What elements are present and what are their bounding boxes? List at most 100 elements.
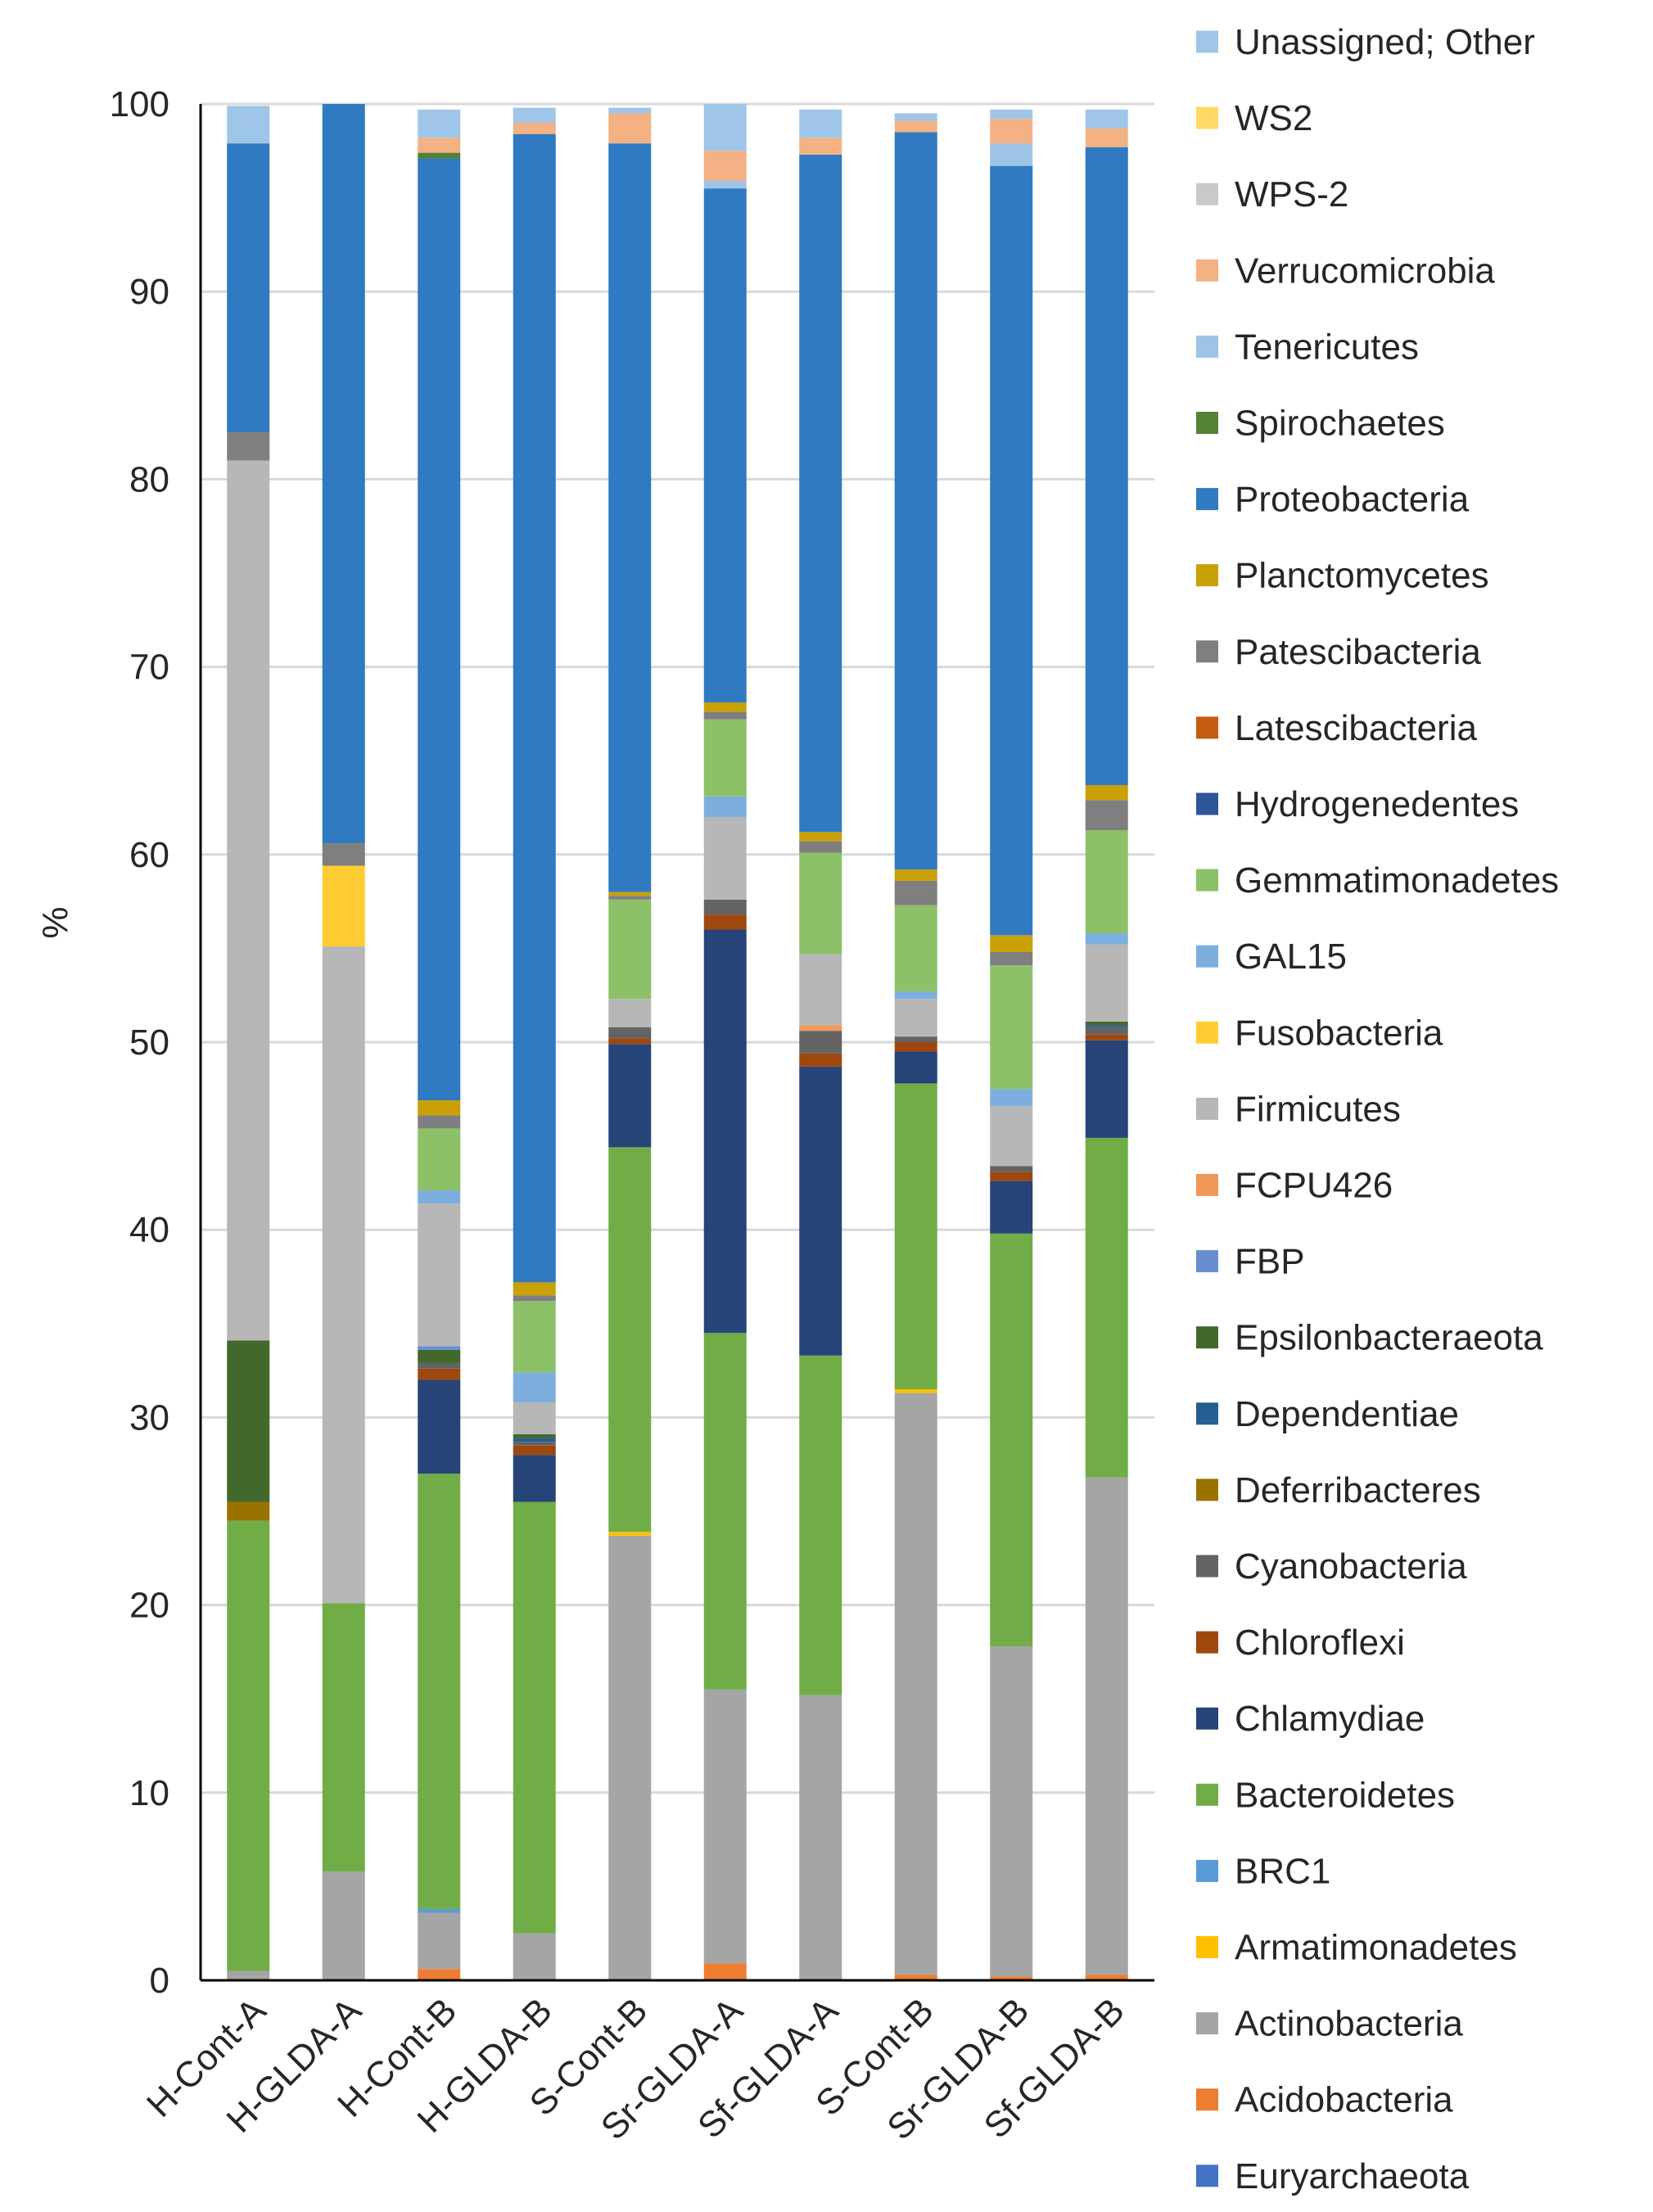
bar-segment (418, 1100, 461, 1116)
bar-segment (608, 113, 652, 144)
bar-segment (227, 1501, 270, 1521)
legend-label: Bacteroidetes (1235, 1775, 1455, 1815)
bar-segment (703, 1963, 747, 1980)
legend-label: WPS-2 (1235, 174, 1348, 214)
legend-entry: GAL15 (1196, 937, 1347, 977)
legend-entry: FCPU426 (1196, 1166, 1393, 1206)
y-tick-label: 90 (129, 272, 169, 312)
bar-segment (799, 852, 842, 955)
bar-segment (990, 1233, 1033, 1647)
bar-segment (1085, 1137, 1128, 1478)
bar-segment (1085, 933, 1128, 945)
bar-segment (990, 1976, 1033, 1980)
bar-segment (894, 869, 937, 881)
bar-segment (322, 843, 365, 866)
bar-segment (799, 154, 842, 833)
legend-entry: Epsilonbacteraeota (1196, 1318, 1543, 1358)
bar-segment (894, 991, 937, 1000)
bar-segment (703, 1689, 747, 1964)
legend-entry: Unassigned; Other (1196, 22, 1535, 62)
bar-segment (1085, 800, 1128, 831)
y-tick-labels: 0 10 20 30 40 50 60 70 80 90 100 (110, 84, 169, 2001)
legend-entry: Planctomycetes (1196, 556, 1489, 596)
bar-segment (322, 104, 365, 844)
bar-segment (608, 892, 652, 896)
bar-segment (608, 143, 652, 892)
bar-segment (227, 1340, 270, 1502)
bar-segment (418, 1474, 461, 1909)
bar-segment (513, 1372, 556, 1403)
bar-segment (513, 1455, 556, 1502)
bar-stack-7 (799, 109, 842, 1980)
bar-segment (418, 1128, 461, 1191)
legend-swatch (1196, 945, 1218, 968)
bar-segment (799, 138, 842, 155)
bar-segment (418, 1349, 461, 1363)
legend-entry: Actinobacteria (1196, 2004, 1463, 2044)
y-tick-label: 100 (110, 84, 169, 124)
bar-segment (799, 1031, 842, 1054)
legend-swatch (1196, 1707, 1218, 1730)
y-tick-label: 60 (129, 835, 169, 875)
legend-swatch (1196, 106, 1218, 129)
legend-label: Deferribacteres (1235, 1470, 1481, 1510)
bar-segment (990, 951, 1033, 966)
bar-segment (513, 1442, 556, 1446)
legend-label: Euryarchaeota (1235, 2156, 1470, 2196)
bar-segment (894, 1036, 937, 1042)
bar-segment (703, 104, 747, 151)
legend-label: FCPU426 (1235, 1166, 1393, 1206)
legend-entry: Firmicutes (1196, 1089, 1401, 1129)
y-tick-label: 0 (150, 1961, 169, 2001)
legend-swatch (1196, 1555, 1218, 1578)
bar-segment (990, 965, 1033, 1090)
bar-stack-4 (513, 107, 556, 1980)
bar-segment (990, 165, 1033, 936)
legend-swatch (1196, 30, 1218, 53)
y-tick-label: 30 (129, 1397, 169, 1438)
legend-swatch (1196, 1174, 1218, 1196)
legend-swatch (1196, 335, 1218, 358)
bar-segment (418, 1908, 461, 1913)
bar-segment (703, 711, 747, 720)
legend-swatch (1196, 2088, 1218, 2111)
legend-label: FBP (1235, 1242, 1305, 1282)
y-tick-label: 50 (129, 1022, 169, 1063)
legend-swatch (1196, 2012, 1218, 2035)
bar-segment (513, 1301, 556, 1373)
y-axis-label: % (35, 906, 75, 938)
legend-entry: Spirochaetes (1196, 404, 1445, 444)
legend-swatch (1196, 488, 1218, 511)
legend-entry: Deferribacteres (1196, 1470, 1481, 1510)
bar-segment (1085, 1027, 1128, 1035)
legend-label: Firmicutes (1235, 1089, 1401, 1129)
bar-segment (513, 1295, 556, 1302)
bar-segment (703, 151, 747, 181)
bar-segment (418, 1368, 461, 1380)
bar-stack-3 (418, 109, 461, 1980)
legend-entry: Fusobacteria (1196, 1013, 1443, 1053)
bar-segment (1085, 830, 1128, 934)
bar-stack-10 (1085, 109, 1128, 1980)
bar-segment (990, 119, 1033, 144)
legend-label: Tenericutes (1235, 327, 1419, 367)
legend-entry: Acidobacteria (1196, 2080, 1453, 2120)
bar-segment (418, 1912, 461, 1970)
bar-segment (608, 896, 652, 900)
legend-swatch (1196, 2165, 1218, 2187)
bar-segment (1085, 1025, 1128, 1027)
bar-segment (227, 1970, 270, 1980)
legend-label: Verrucomicrobia (1235, 251, 1495, 291)
legend-swatch (1196, 412, 1218, 434)
legend-swatch (1196, 1478, 1218, 1501)
legend-swatch (1196, 792, 1218, 815)
bar-segment (1085, 1975, 1128, 1980)
bar-segment (990, 1180, 1033, 1234)
bar-segment (799, 1053, 842, 1067)
legend-swatch (1196, 1859, 1218, 1882)
legend-label: Epsilonbacteraeota (1235, 1318, 1543, 1358)
legend-label: Chlamydiae (1235, 1699, 1425, 1739)
bar-segment (894, 880, 937, 905)
bar-segment (418, 1190, 461, 1204)
bar-segment (894, 999, 937, 1037)
